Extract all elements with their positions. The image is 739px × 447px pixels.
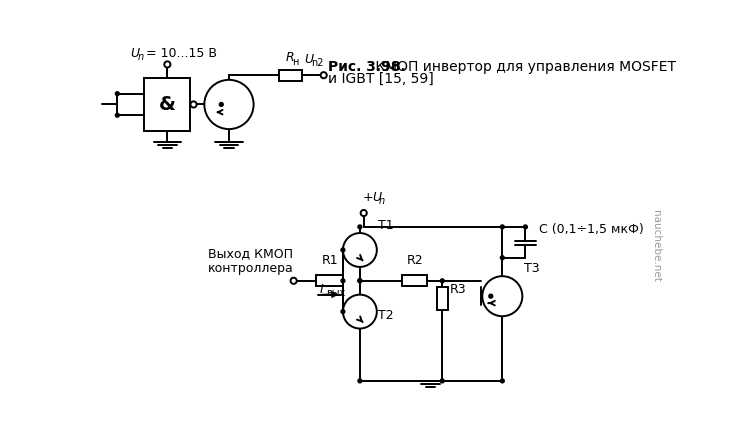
Circle shape	[115, 92, 119, 96]
Circle shape	[321, 72, 327, 78]
Text: $U$: $U$	[304, 53, 315, 66]
Text: $I$: $I$	[319, 283, 324, 296]
Circle shape	[523, 225, 528, 229]
Text: вых: вых	[326, 288, 345, 298]
Circle shape	[219, 102, 223, 106]
Text: КМОП инвертор для управления MOSFET: КМОП инвертор для управления MOSFET	[372, 60, 676, 74]
Circle shape	[341, 279, 345, 283]
Text: T3: T3	[524, 261, 539, 274]
Circle shape	[358, 279, 362, 283]
Bar	[316, 275, 343, 286]
Text: Рис. 3.98.: Рис. 3.98.	[327, 60, 405, 74]
Text: T2: T2	[378, 309, 394, 322]
Text: $U$: $U$	[130, 47, 141, 60]
Circle shape	[358, 225, 362, 229]
Text: n2: n2	[311, 58, 324, 68]
Text: R3: R3	[450, 283, 466, 296]
Bar	[402, 275, 427, 286]
Text: С (0,1÷1,5 мкФ): С (0,1÷1,5 мкФ)	[539, 223, 644, 236]
Circle shape	[115, 114, 119, 117]
Text: n: n	[378, 196, 384, 206]
Text: и IGBT [15, 59]: и IGBT [15, 59]	[327, 72, 433, 86]
Circle shape	[358, 279, 362, 283]
Circle shape	[361, 210, 367, 216]
Text: n: n	[138, 52, 144, 62]
Circle shape	[440, 279, 444, 283]
Circle shape	[440, 379, 444, 383]
Text: nauchebe.net: nauchebe.net	[651, 210, 661, 282]
Circle shape	[488, 294, 493, 298]
Text: = 10...15 В: = 10...15 В	[142, 47, 217, 60]
Bar	[437, 287, 448, 310]
Circle shape	[341, 310, 345, 313]
Circle shape	[164, 61, 171, 67]
Text: R1: R1	[322, 254, 338, 267]
Bar	[144, 78, 191, 131]
Text: &: &	[159, 95, 176, 114]
Circle shape	[191, 101, 197, 108]
Circle shape	[204, 80, 253, 129]
Circle shape	[290, 278, 297, 284]
Text: $+U$: $+U$	[362, 191, 384, 204]
Circle shape	[483, 276, 522, 316]
Bar	[279, 70, 302, 80]
Circle shape	[500, 256, 504, 260]
Text: $R$: $R$	[285, 51, 295, 64]
Text: T1: T1	[378, 219, 394, 232]
Circle shape	[343, 295, 377, 329]
Circle shape	[341, 248, 345, 252]
Circle shape	[500, 225, 504, 229]
Circle shape	[358, 379, 362, 383]
Text: R2: R2	[407, 254, 423, 267]
Text: Выход КМОП
контроллера: Выход КМОП контроллера	[208, 247, 294, 274]
Circle shape	[500, 379, 504, 383]
Circle shape	[343, 233, 377, 267]
Text: н: н	[292, 57, 299, 67]
